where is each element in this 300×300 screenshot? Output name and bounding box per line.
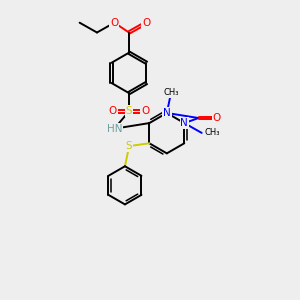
Text: O: O — [141, 106, 149, 116]
Text: S: S — [126, 106, 132, 116]
Text: O: O — [213, 113, 221, 123]
Text: O: O — [110, 18, 118, 28]
Text: S: S — [126, 141, 133, 151]
Text: N: N — [163, 108, 171, 118]
Text: N: N — [180, 118, 188, 128]
Text: O: O — [109, 106, 117, 116]
Text: O: O — [142, 18, 151, 28]
Text: CH₃: CH₃ — [163, 88, 179, 97]
Text: HN: HN — [106, 124, 122, 134]
Text: CH₃: CH₃ — [205, 128, 220, 137]
